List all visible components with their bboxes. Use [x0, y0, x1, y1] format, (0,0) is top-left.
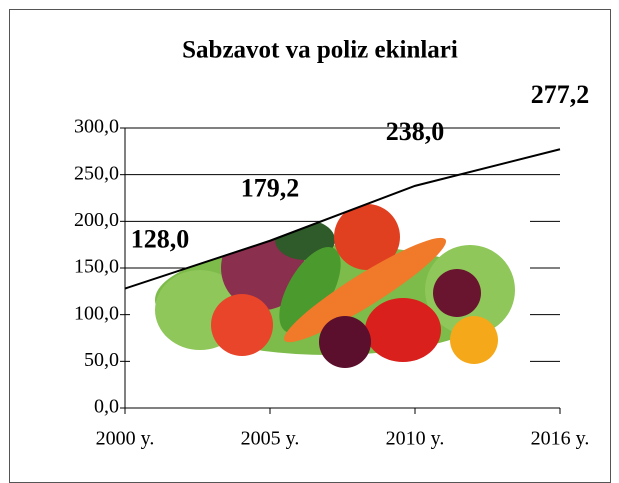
y-tick-label: 50,0: [84, 349, 119, 371]
chart-title: Sabzavot va poliz ekinlari: [182, 37, 458, 64]
y-tick-label: 200,0: [74, 209, 119, 231]
y-tick-label: 100,0: [74, 302, 119, 324]
x-tick-label: 2016 y.: [531, 428, 590, 450]
value-label: 128,0: [131, 225, 190, 254]
value-label: 179,2: [241, 174, 300, 203]
value-label: 238,0: [386, 117, 445, 146]
y-tick-label: 0,0: [94, 396, 119, 418]
chart: Sabzavot va poliz ekinlari 0,0 50,0 100,0 1…: [0, 0, 619, 483]
y-tick-label: 300,0: [74, 116, 119, 138]
x-tick-label: 2000 y.: [96, 428, 155, 450]
x-tick-label: 2010 y.: [386, 428, 445, 450]
y-tick-label: 250,0: [74, 162, 119, 184]
value-label: 277,2: [531, 80, 590, 109]
y-tick-label: 150,0: [74, 256, 119, 278]
x-tick-label: 2005 y.: [241, 428, 300, 450]
